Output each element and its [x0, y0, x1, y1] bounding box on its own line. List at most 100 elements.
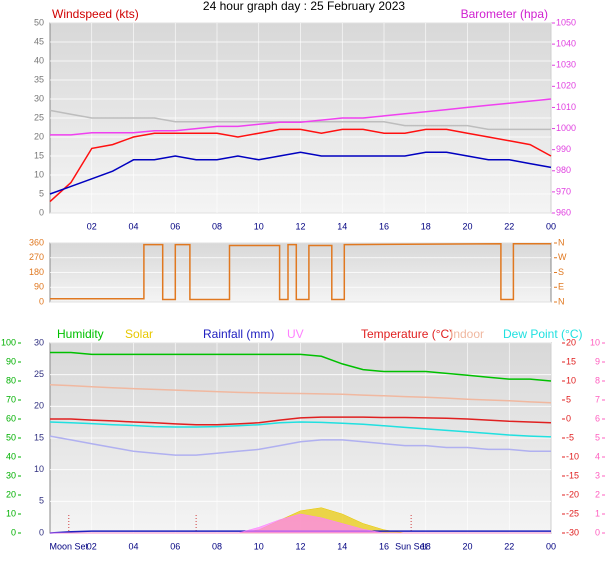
y2-tick-label: N	[558, 237, 565, 247]
area	[50, 513, 551, 534]
y2-tick-label: 1000	[556, 123, 576, 133]
y-tick-label: 0	[39, 207, 44, 217]
y3-tick-label: 60	[6, 413, 16, 423]
y-tick-label: 20	[34, 131, 44, 141]
y-tick-label: 180	[29, 267, 44, 277]
y-tick-label: 35	[34, 74, 44, 84]
x-tick-label: 16	[379, 541, 389, 551]
y-tick-label: 15	[34, 150, 44, 160]
y-tick-label: 15	[34, 432, 44, 442]
legend-entry: Solar	[125, 327, 153, 341]
y3-tick-label: 50	[6, 432, 16, 442]
y4-tick-label: 7	[595, 394, 600, 404]
y-tick-label: 25	[34, 112, 44, 122]
y4-tick-label: 10	[590, 337, 600, 347]
x-tick-label: 20	[462, 541, 472, 551]
y3-tick-label: 70	[6, 394, 16, 404]
y3-tick-label: 40	[6, 451, 16, 461]
y4-tick-label: 2	[595, 489, 600, 499]
y-tick-label: 40	[34, 55, 44, 65]
y2-tick-label: -15	[566, 470, 579, 480]
x-tick-label: 00	[546, 221, 556, 231]
y3-tick-label: 80	[6, 375, 16, 385]
annotation: Moon Set	[50, 541, 89, 551]
y-tick-label: 45	[34, 36, 44, 46]
x-tick-label: 06	[170, 541, 180, 551]
y2-tick-label: 15	[566, 356, 576, 366]
line	[50, 416, 552, 426]
y2-tick-label: 20	[566, 337, 576, 347]
annotation: Sun Set	[395, 541, 428, 551]
y2-tick-label: -10	[566, 451, 579, 461]
line	[49, 128, 552, 203]
x-tick-label: 22	[504, 221, 514, 231]
y4-tick-label: 3	[595, 470, 600, 480]
x-tick-label: 10	[254, 541, 264, 551]
y3-tick-label: 100	[1, 337, 16, 347]
y-tick-label: 270	[29, 252, 44, 262]
y-tick-label: 0	[39, 296, 44, 306]
y-tick-label: 10	[34, 464, 44, 474]
y2-tick-label: -30	[566, 527, 579, 537]
y4-tick-label: 5	[595, 432, 600, 442]
x-tick-label: 18	[421, 221, 431, 231]
y2-tick-label: 0	[566, 413, 571, 423]
x-tick-label: 06	[170, 221, 180, 231]
x-tick-label: 08	[212, 221, 222, 231]
legend-entry: UV	[287, 327, 304, 341]
y-tick-label: 5	[39, 188, 44, 198]
y3-tick-label: 90	[6, 356, 16, 366]
y2-tick-label: -5	[566, 432, 574, 442]
y4-tick-label: 0	[595, 527, 600, 537]
legend-entry: Temperature (°C)	[361, 327, 453, 341]
y2-tick-label: 960	[556, 207, 571, 217]
y2-tick-label: N	[558, 296, 565, 306]
legend-entry: Dew Point (°C)	[503, 327, 582, 341]
y2-tick-label: W	[558, 252, 567, 262]
y-tick-label: 30	[34, 93, 44, 103]
y-tick-label: 20	[34, 401, 44, 411]
y2-tick-label: 970	[556, 186, 571, 196]
legend-entry: Rainfall (mm)	[203, 327, 274, 341]
y2-tick-label: -25	[566, 508, 579, 518]
line	[49, 421, 552, 438]
line	[49, 435, 551, 456]
y-tick-label: 360	[29, 237, 44, 247]
y2-tick-label: E	[558, 282, 564, 292]
y-tick-label: 10	[34, 169, 44, 179]
x-tick-label: 00	[546, 541, 556, 551]
y3-tick-label: 10	[6, 508, 16, 518]
legend-entry: Indoor	[450, 327, 484, 341]
y2-tick-label: 1020	[556, 81, 576, 91]
line	[50, 98, 552, 136]
x-tick-label: 04	[128, 541, 138, 551]
y2-tick-label: 980	[556, 165, 571, 175]
line	[50, 351, 552, 382]
y2-tick-label: 1030	[556, 60, 576, 70]
y2-tick-label: 5	[566, 394, 571, 404]
line	[49, 384, 552, 404]
y-axis-label: Windspeed (kts)	[52, 7, 139, 21]
y-tick-label: 0	[39, 527, 44, 537]
y3-tick-label: 0	[11, 527, 16, 537]
x-tick-label: 02	[87, 221, 97, 231]
y2-tick-label: S	[558, 267, 564, 277]
y4-tick-label: 8	[595, 375, 600, 385]
y2-tick-label: -20	[566, 489, 579, 499]
y3-tick-label: 30	[6, 470, 16, 480]
y4-tick-label: 1	[595, 508, 600, 518]
y2-tick-label: 990	[556, 144, 571, 154]
y2-tick-label: 1010	[556, 102, 576, 112]
x-tick-label: 04	[128, 221, 138, 231]
y4-tick-label: 4	[595, 451, 600, 461]
x-tick-label: 12	[295, 541, 305, 551]
x-tick-label: 22	[504, 541, 514, 551]
y-tick-label: 90	[34, 282, 44, 292]
x-tick-label: 10	[254, 221, 264, 231]
x-tick-label: 14	[337, 221, 347, 231]
y2-tick-label: 1040	[556, 38, 576, 48]
line	[49, 151, 552, 195]
y2-axis-label: Barometer (hpa)	[461, 7, 548, 21]
y4-tick-label: 6	[595, 413, 600, 423]
